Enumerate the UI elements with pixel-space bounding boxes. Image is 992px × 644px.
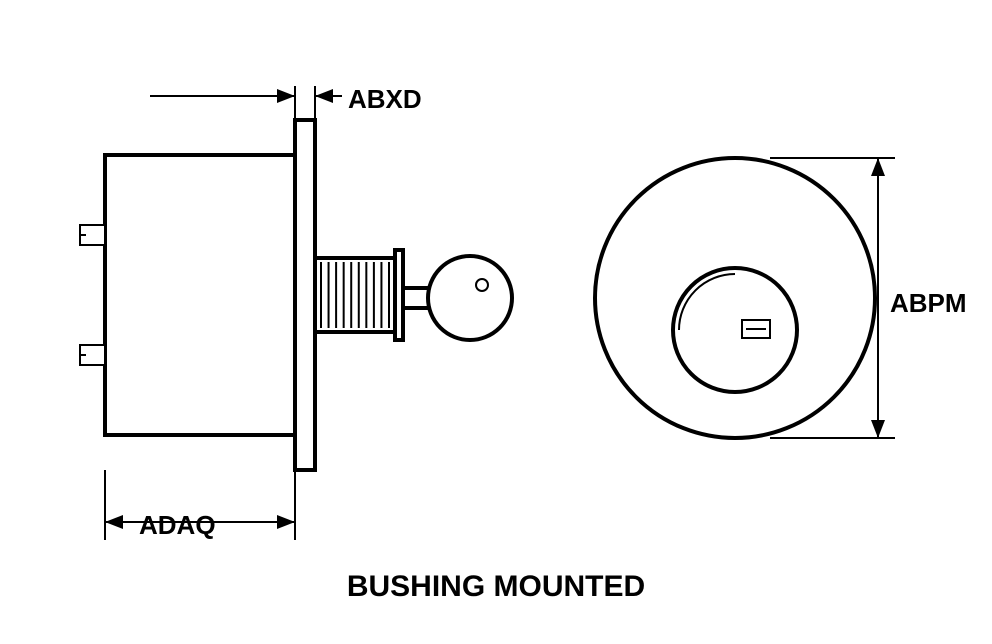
label-abxd: ABXD bbox=[348, 84, 422, 115]
diagram-title: BUSHING MOUNTED bbox=[0, 570, 992, 604]
label-adaq: ADAQ bbox=[139, 510, 216, 541]
diagram-canvas: BUSHING MOUNTED ABXD ADAQ ABPM bbox=[0, 0, 992, 644]
label-abpm: ABPM bbox=[890, 288, 967, 319]
technical-drawing bbox=[0, 0, 992, 644]
